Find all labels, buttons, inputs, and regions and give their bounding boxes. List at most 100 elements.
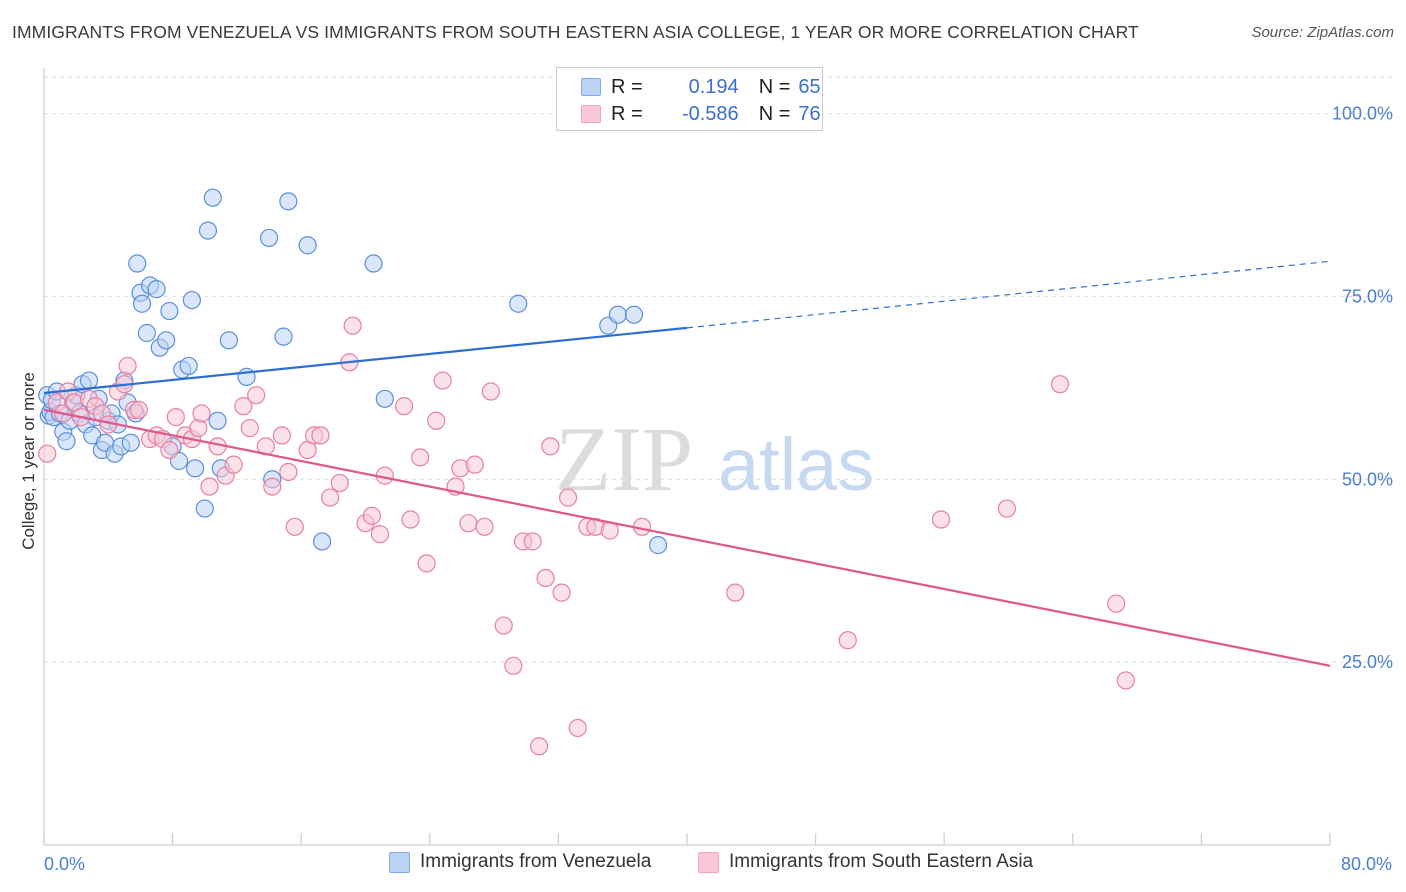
y-tick-label: 75.0% (1342, 286, 1393, 306)
data-point (433, 371, 452, 390)
correlation-legend: R = 0.194 N = 65 R = -0.586 N = 76 (556, 67, 823, 131)
data-point (624, 305, 644, 324)
data-point (224, 455, 243, 474)
data-point (481, 382, 500, 401)
data-point (475, 517, 494, 536)
bottom-legend-swatch-sea (698, 851, 719, 873)
data-point (530, 737, 549, 756)
data-point (298, 236, 317, 255)
data-point (552, 583, 571, 602)
data-point (192, 404, 211, 423)
data-point (121, 433, 140, 452)
data-point (558, 488, 578, 507)
data-point (541, 437, 560, 456)
data-point (370, 525, 390, 544)
data-point (401, 510, 420, 529)
data-point (465, 455, 484, 474)
data-point (494, 616, 513, 635)
data-point (312, 532, 332, 551)
data-point (1107, 594, 1126, 613)
data-point (311, 426, 330, 445)
data-point (182, 290, 201, 310)
data-point (247, 386, 266, 405)
data-point (568, 718, 587, 738)
data-point (343, 316, 362, 335)
y-tick-label: 50.0% (1342, 469, 1393, 489)
data-point (411, 448, 430, 467)
legend-swatch-sea (581, 105, 601, 123)
legend-r-value: -0.586 (681, 102, 739, 125)
data-point (160, 440, 179, 460)
y-tick-label: 100.0% (1332, 104, 1393, 124)
data-point (536, 568, 555, 588)
trend-line-sea (43, 408, 1331, 667)
data-point (321, 488, 340, 507)
data-point (417, 554, 436, 573)
data-point (240, 418, 259, 438)
trend-line-venezuela-extension (686, 260, 1331, 329)
data-point (375, 389, 394, 408)
data-point (137, 323, 156, 343)
data-point (427, 411, 446, 430)
x-tick-label: 0.0% (44, 854, 85, 874)
data-point (279, 462, 298, 482)
legend-r-label: R = (611, 102, 643, 125)
data-point (157, 331, 176, 350)
data-point (128, 254, 147, 273)
data-point (203, 188, 222, 207)
legend-n-value: 65 (798, 75, 821, 98)
source-label: Source: ZipAtlas.com (1251, 24, 1394, 41)
watermark: ZIP atlas (555, 408, 874, 510)
legend-swatch-venezuela (581, 78, 601, 96)
data-point (608, 305, 627, 324)
trend-line-venezuela (43, 326, 688, 395)
data-point (394, 397, 414, 416)
data-point (186, 459, 205, 478)
data-point (38, 444, 57, 463)
data-point (147, 280, 166, 299)
legend-r-label: R = (611, 75, 643, 98)
data-point (179, 356, 198, 376)
bottom-legend-label: Immigrants from South Eastern Asia (729, 851, 1034, 872)
data-point (459, 514, 478, 533)
data-point (195, 499, 214, 518)
bottom-legend-sea: Immigrants from South Eastern Asia (698, 851, 1033, 873)
legend-n-label: N = (758, 75, 791, 98)
data-point (1050, 375, 1070, 394)
data-point (259, 228, 279, 248)
data-point (285, 517, 304, 536)
data-point (1116, 671, 1135, 690)
data-point (504, 656, 523, 675)
data-point (263, 477, 282, 496)
data-point (726, 583, 745, 602)
watermark-zip: ZIP (555, 408, 693, 510)
data-point (279, 192, 298, 211)
data-point (509, 294, 528, 313)
bottom-legend-label: Immigrants from Venezuela (420, 851, 652, 872)
legend-r-value: 0.194 (688, 75, 739, 98)
x-tick-label: 80.0% (1341, 854, 1392, 874)
data-point (648, 536, 668, 555)
series-sea (38, 316, 1135, 756)
data-point (931, 510, 951, 529)
data-point (330, 473, 349, 493)
data-point (362, 506, 382, 525)
y-tick-label: 25.0% (1342, 652, 1393, 672)
data-point (523, 532, 542, 551)
legend-row-sea: R = -0.586 N = 76 (581, 101, 821, 127)
data-point (132, 294, 152, 313)
bottom-legend-swatch-venezuela (389, 851, 410, 873)
data-point (198, 221, 218, 240)
watermark-atlas: atlas (718, 423, 874, 506)
chart-title: IMMIGRANTS FROM VENEZUELA VS IMMIGRANTS … (12, 22, 1139, 42)
bottom-legend-venezuela: Immigrants from Venezuela (389, 851, 651, 873)
data-point (208, 411, 227, 430)
legend-row-venezuela: R = 0.194 N = 65 (581, 74, 821, 100)
data-point (219, 331, 238, 350)
data-point (364, 254, 383, 273)
data-point (272, 426, 292, 445)
data-point (79, 371, 99, 390)
data-point (166, 408, 185, 427)
data-point (160, 301, 179, 321)
